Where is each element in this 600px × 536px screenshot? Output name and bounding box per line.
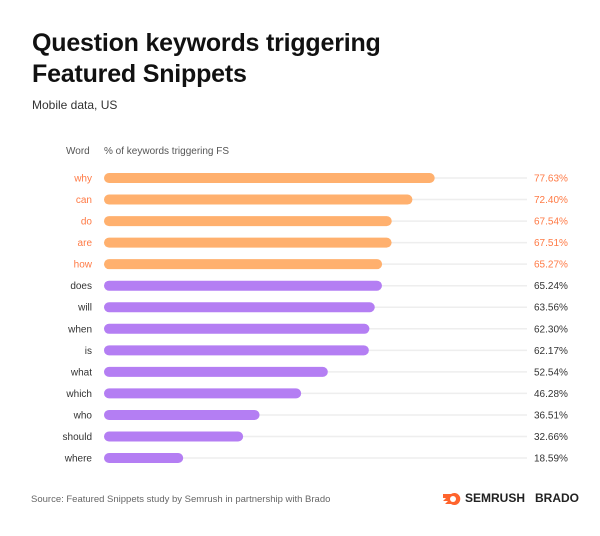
value-label: 36.51% (534, 410, 568, 421)
bar-are (104, 237, 392, 248)
bar-is (104, 345, 369, 356)
value-label: 67.54% (534, 217, 568, 228)
bar-when (104, 323, 370, 334)
value-label: 63.56% (534, 303, 568, 314)
category-label: will (77, 303, 92, 314)
chart-subtitle: Mobile data, US (32, 98, 118, 112)
title-line-1: Question keywords triggering (32, 29, 381, 57)
category-label: is (85, 346, 92, 357)
category-header: Word (66, 146, 90, 157)
semrush-logo: SEMRUSH (443, 491, 525, 505)
value-label: 77.63% (534, 174, 568, 185)
value-label: 46.28% (534, 389, 568, 400)
bar-should (104, 431, 244, 442)
bar-which (104, 388, 302, 399)
title-line-2: Featured Snippets (32, 60, 247, 88)
bar-does (104, 280, 382, 291)
value-label: 65.24% (534, 281, 568, 292)
category-label: who (73, 410, 93, 421)
category-label: which (65, 389, 92, 400)
category-label: how (74, 260, 93, 271)
category-label: do (81, 217, 93, 228)
category-label: when (67, 324, 92, 335)
value-label: 32.66% (534, 432, 568, 443)
value-label: 52.54% (534, 367, 568, 378)
bar-how (104, 259, 383, 270)
category-label: can (76, 195, 92, 206)
value-label: 62.17% (534, 346, 568, 357)
value-label: 72.40% (534, 195, 568, 206)
bar-do (104, 216, 392, 227)
value-label: 67.51% (534, 238, 568, 249)
chart-title: Question keywords triggering Featured Sn… (32, 28, 381, 90)
value-label: 65.27% (534, 260, 568, 271)
value-label: 18.59% (534, 454, 568, 465)
category-label: what (70, 367, 92, 378)
bar-why (104, 173, 435, 183)
category-label: should (63, 432, 92, 443)
category-label: why (73, 174, 92, 185)
category-label: are (78, 238, 93, 249)
bar-can (104, 194, 413, 205)
value-label: 62.30% (534, 324, 568, 335)
bar-will (104, 302, 375, 313)
source-note: Source: Featured Snippets study by Semru… (31, 494, 331, 505)
value-header: % of keywords triggering FS (104, 146, 230, 157)
bar-who (104, 409, 260, 420)
category-label: does (70, 281, 92, 292)
category-label: where (64, 454, 93, 465)
bar-what (104, 366, 328, 377)
semrush-flame-icon (443, 493, 461, 505)
brado-logo: BRADO (535, 491, 580, 505)
bar-where (104, 453, 184, 464)
logos: SEMRUSH BRADO (443, 491, 579, 505)
